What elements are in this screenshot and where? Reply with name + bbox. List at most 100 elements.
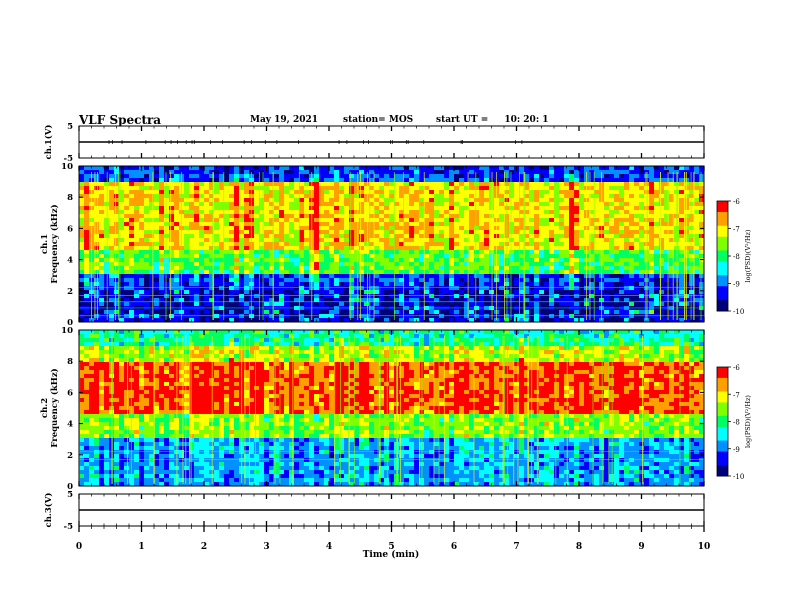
spectrogram-cell — [619, 294, 624, 298]
spectrogram-cell — [469, 222, 474, 226]
spectrogram-cell — [244, 262, 249, 266]
spectrogram-cell — [204, 190, 209, 194]
spectrogram-cell — [644, 190, 649, 194]
spectrogram-cell — [649, 218, 654, 222]
spectrogram-cell — [104, 310, 109, 314]
spectrogram-cell — [139, 282, 144, 286]
spectrogram-cell — [479, 246, 484, 250]
spectrogram-cell — [694, 302, 699, 306]
spectrogram-cell — [544, 174, 549, 178]
spectrogram-cell — [499, 318, 504, 322]
spectrogram-cell — [154, 262, 159, 266]
spectrogram-cell — [334, 274, 339, 278]
spectrogram-cell — [414, 198, 419, 202]
spectrogram-cell — [324, 250, 329, 254]
spectrogram-cell — [294, 210, 299, 214]
spectrogram-cell — [394, 166, 399, 170]
spectrogram-cell — [94, 166, 99, 170]
spectrogram-cell — [339, 170, 344, 174]
spectrogram-cell — [694, 210, 699, 214]
spectrogram-cell — [509, 214, 514, 218]
spectrogram-cell — [549, 178, 554, 182]
spectrogram-cell — [694, 258, 699, 262]
spectrogram-cell — [254, 170, 259, 174]
spectrogram-cell — [374, 242, 379, 246]
spectrogram-cell — [354, 194, 359, 198]
spectrogram-cell — [514, 282, 519, 286]
spectrogram-cell — [649, 174, 654, 178]
spectrogram-cell — [629, 210, 634, 214]
spectrogram-cell — [694, 234, 699, 238]
spectrogram-cell — [189, 294, 194, 298]
spectrogram-cell — [569, 274, 574, 278]
spectrogram-cell — [459, 238, 464, 242]
spectrogram-cell — [549, 242, 554, 246]
spectrogram-cell — [474, 166, 479, 170]
spectrogram-cell — [124, 210, 129, 214]
spectrogram-cell — [449, 182, 454, 186]
spectrogram-cell — [404, 258, 409, 262]
spectrogram-cell — [344, 226, 349, 230]
spectrogram-cell — [344, 186, 349, 190]
spectrogram-cell — [299, 250, 304, 254]
spectrogram-cell — [79, 234, 84, 238]
spectrogram-cell — [654, 226, 659, 230]
spectrogram-cell — [614, 266, 619, 270]
spectrogram-cell — [84, 238, 89, 242]
spectrogram-cell — [389, 198, 394, 202]
spectrogram-cell — [184, 282, 189, 286]
spectrogram-cell — [154, 178, 159, 182]
spectrogram-cell — [529, 290, 534, 294]
spectrogram-cell — [174, 170, 179, 174]
spectrogram-cell — [339, 242, 344, 246]
spectrogram-cell — [379, 278, 384, 282]
spectrogram-cell — [284, 226, 289, 230]
spectrogram-cell — [679, 206, 684, 210]
spectrogram-cell — [104, 218, 109, 222]
spectrogram-cell — [484, 234, 489, 238]
spectrogram-cell — [419, 302, 424, 306]
spectrogram-cell — [654, 274, 659, 278]
spectrogram-cell — [144, 294, 149, 298]
spectrogram-cell — [219, 242, 224, 246]
spectrogram-cell — [84, 254, 89, 258]
spectrogram-cell — [639, 194, 644, 198]
spectrogram-cell — [554, 318, 559, 322]
spectrogram-cell — [579, 242, 584, 246]
spectrogram-cell — [539, 198, 544, 202]
spectrogram-cell — [669, 166, 674, 170]
spectrogram-cell — [224, 290, 229, 294]
spectrogram-cell — [549, 226, 554, 230]
spectrogram-cell — [239, 258, 244, 262]
spectrogram-cell — [454, 250, 459, 254]
spectrogram-cell — [614, 274, 619, 278]
spectrogram-cell — [79, 210, 84, 214]
spectrogram-cell — [659, 250, 664, 254]
spectrogram-cell — [124, 198, 129, 202]
spectrogram-cell — [549, 238, 554, 242]
spectrogram-cell — [129, 210, 134, 214]
spectrogram-cell — [184, 302, 189, 306]
spectrogram-cell — [344, 282, 349, 286]
spectrogram-cell — [199, 202, 204, 206]
spectrogram-cell — [144, 254, 149, 258]
spectrogram-cell — [79, 274, 84, 278]
spectrogram-cell — [214, 250, 219, 254]
spectrogram-cell — [379, 166, 384, 170]
spectrogram-cell — [654, 214, 659, 218]
spectrogram-cell — [489, 194, 494, 198]
spectrogram-cell — [404, 170, 409, 174]
spectrogram-cell — [514, 274, 519, 278]
spectrogram-cell — [84, 190, 89, 194]
spectrogram-cell — [234, 198, 239, 202]
spectrogram-cell — [79, 230, 84, 234]
spectrogram-cell — [544, 234, 549, 238]
spectrogram-cell — [449, 234, 454, 238]
spectrogram-cell — [479, 262, 484, 266]
spectrogram-cell — [189, 202, 194, 206]
spectrogram-cell — [104, 226, 109, 230]
spectrogram-cell — [639, 310, 644, 314]
spectrogram-cell — [154, 278, 159, 282]
spectrogram-cell — [479, 178, 484, 182]
spectrogram-cell — [84, 274, 89, 278]
